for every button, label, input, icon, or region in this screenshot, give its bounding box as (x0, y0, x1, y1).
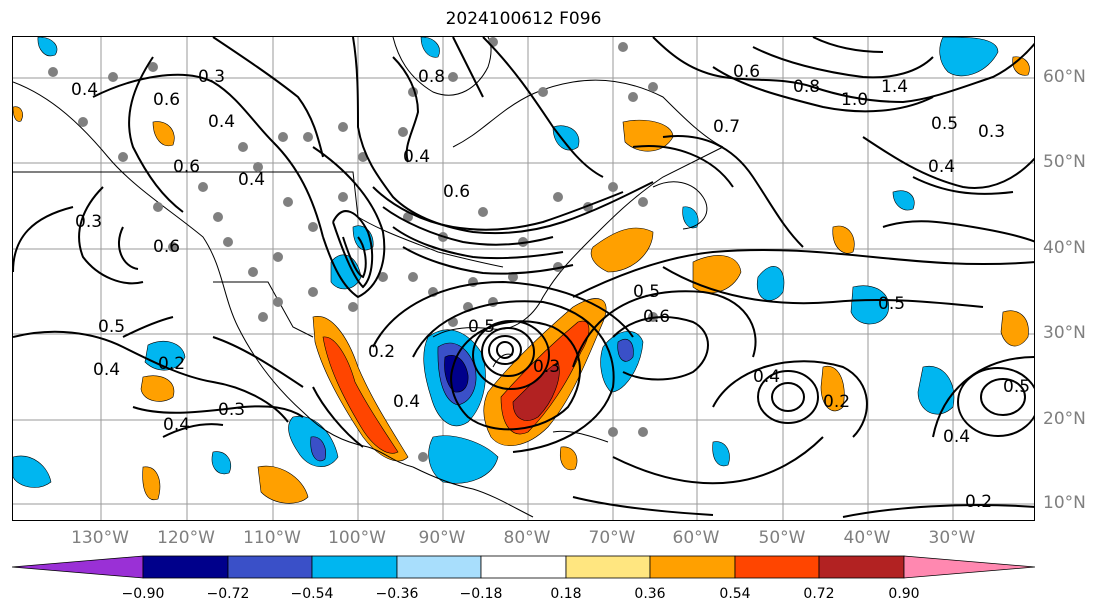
contours (13, 37, 1034, 518)
contour-label: 0.2 (368, 342, 395, 362)
lon-label: 80°W (503, 528, 551, 548)
contour-label: 0.4 (208, 112, 235, 132)
contour-label: 0.5 (98, 317, 125, 337)
contour-label: 0.5 (1003, 377, 1030, 397)
colorbar-segment (12, 555, 144, 579)
stipple-dots (48, 37, 658, 462)
contour-label: 0.2 (965, 492, 992, 512)
lon-label: 30°W (928, 528, 976, 548)
colorbar (12, 555, 1035, 579)
lon-label: 60°W (672, 528, 720, 548)
contour-label: 0.4 (928, 157, 955, 177)
colorbar-segment (818, 555, 905, 579)
weather-map: 0.4 0.6 0.3 0.4 0.8 0.6 0.4 0.3 0.6 0.6 … (12, 36, 1035, 521)
contour-label: 0.4 (163, 415, 190, 435)
lon-label: 130°W (71, 528, 129, 548)
lon-label: 90°W (418, 528, 466, 548)
contour-label: 0.4 (393, 392, 420, 412)
contour-label: 0.3 (533, 357, 560, 377)
lon-label: 120°W (157, 528, 215, 548)
contour-label: 0.6 (643, 307, 670, 327)
map-title: 2024100612 F096 (445, 9, 602, 29)
lon-label: 70°W (588, 528, 636, 548)
colorbar-segment (903, 555, 1035, 579)
lat-label: 20°N (1043, 409, 1086, 429)
contour-label: 0.8 (418, 67, 445, 87)
colorbar-tick: −0.36 (375, 586, 419, 602)
contour-label: 0.3 (218, 400, 245, 420)
contour-label: 0.4 (943, 427, 970, 447)
lon-label: 100°W (328, 528, 386, 548)
graticule (13, 37, 1034, 520)
contour-labels: 0.4 0.6 0.3 0.4 0.8 0.6 0.4 0.3 0.6 0.6 … (71, 62, 1030, 512)
storm-center-contours (372, 280, 634, 453)
contour-label: 0.3 (978, 122, 1005, 142)
colorbar-segment (734, 555, 820, 579)
colorbar-tick: −0.90 (121, 586, 165, 602)
lat-label: 50°N (1043, 152, 1086, 172)
lon-label: 50°W (758, 528, 806, 548)
colorbar-tick: 0.36 (634, 586, 666, 602)
contour-label: 0.6 (443, 182, 470, 202)
colorbar-segment (311, 555, 398, 579)
colorbar-segment (649, 555, 736, 579)
colorbar-tick: 0.90 (888, 586, 920, 602)
lat-label: 30°N (1043, 323, 1086, 343)
contour-label: 0.4 (238, 170, 265, 190)
contour-label: 0.4 (403, 147, 430, 167)
contour-label: 0.4 (71, 80, 98, 100)
contour-label: 0.4 (753, 367, 780, 387)
contour-label: 0.7 (713, 117, 740, 137)
colorbar-tick: −0.54 (290, 586, 334, 602)
colorbar-segment (480, 555, 567, 579)
coastlines (13, 37, 724, 518)
colorbar-tick: 0.54 (719, 586, 751, 602)
contour-label: 0.8 (793, 77, 820, 97)
contour-label: 0.6 (173, 157, 200, 177)
contour-label: 0.3 (75, 212, 102, 232)
colorbar-segment (142, 555, 229, 579)
lat-label: 40°N (1043, 238, 1086, 258)
colorbar-segment (565, 555, 651, 579)
colorbar-tick: −0.72 (206, 586, 250, 602)
contour-label: 0.5 (931, 114, 958, 134)
contour-label: 0.6 (153, 237, 180, 257)
map-canvas: 0.4 0.6 0.3 0.4 0.8 0.6 0.4 0.3 0.6 0.6 … (13, 37, 1034, 520)
contour-label: 0.6 (733, 62, 760, 82)
colorbar-tick: 0.72 (803, 586, 835, 602)
colorbar-segment (227, 555, 313, 579)
contour-label: 0.5 (633, 282, 660, 302)
lon-label: 110°W (243, 528, 301, 548)
lat-label: 10°N (1043, 493, 1086, 513)
contour-label: 0.2 (823, 392, 850, 412)
contour-label: 0.6 (153, 90, 180, 110)
colorbar-segment (396, 555, 482, 579)
contour-label: 0.5 (878, 294, 905, 314)
contour-label: 0.3 (198, 67, 225, 87)
colorbar-tick: 0.18 (550, 586, 582, 602)
contour-label: 1.4 (881, 77, 908, 97)
contour-label: 0.5 (468, 317, 495, 337)
lon-label: 40°W (843, 528, 891, 548)
contour-label: 0.2 (158, 354, 185, 374)
contour-label: 1.0 (841, 90, 868, 110)
contour-label: 0.4 (93, 360, 120, 380)
lat-label: 60°N (1043, 67, 1086, 87)
colorbar-tick: −0.18 (459, 586, 503, 602)
